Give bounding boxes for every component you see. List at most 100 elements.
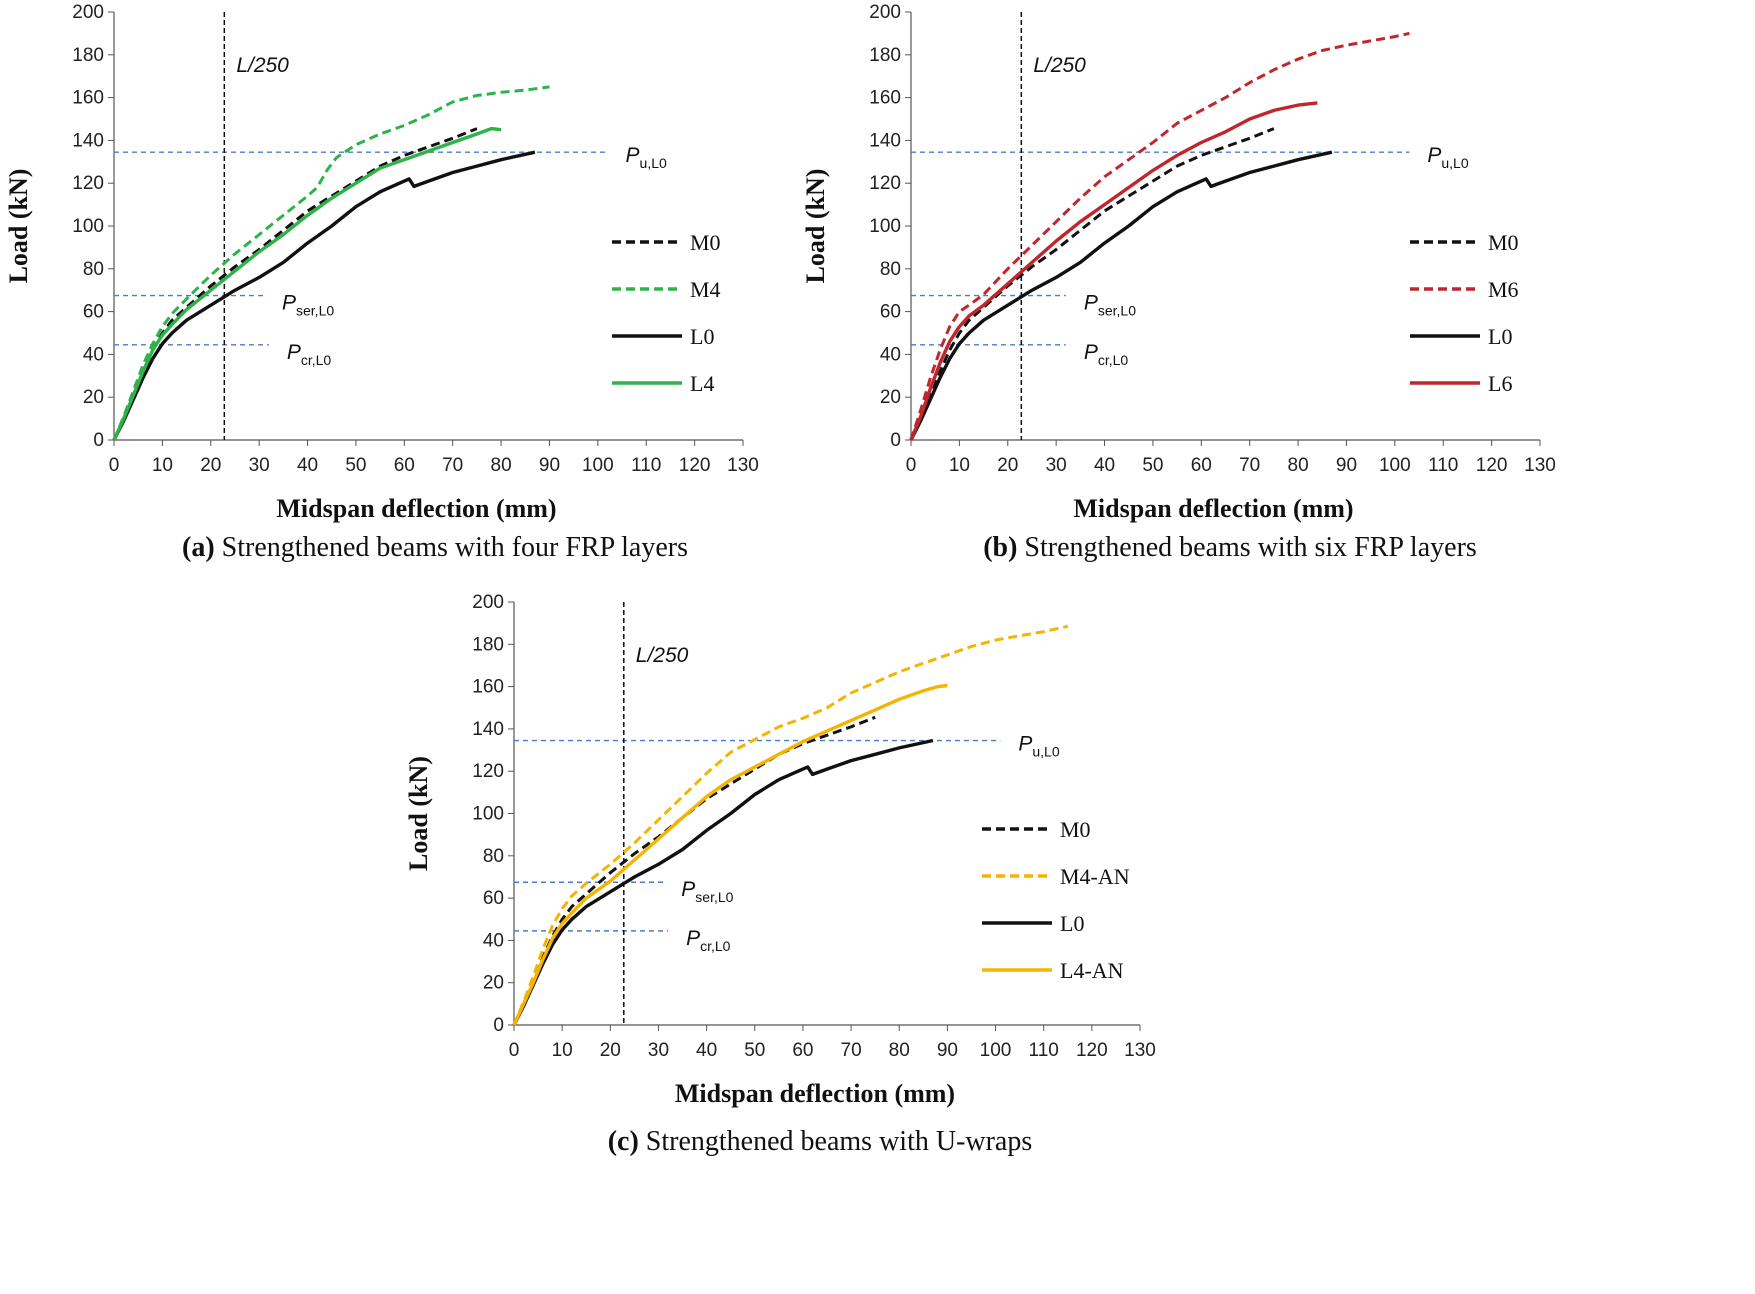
legend-label-b-m6: M6 [1488, 277, 1519, 302]
y-axis-title-a: Load (kN) [4, 169, 33, 284]
y-tick-label-c-2: 40 [483, 930, 504, 951]
x-tick-label-b-3: 30 [1046, 455, 1067, 476]
x-tick-label-c-5: 50 [744, 1040, 765, 1061]
caption-c: (c) Strengthened beams with U-wraps [560, 1126, 1080, 1158]
ref-label-b-1: Pser,L0 [1084, 292, 1136, 319]
legend-label-a-m4: M4 [690, 277, 721, 302]
y-tick-label-b-1: 20 [880, 387, 901, 408]
x-tick-label-b-10: 100 [1379, 455, 1411, 476]
y-tick-label-b-9: 180 [869, 45, 901, 66]
x-tick-label-c-9: 90 [937, 1040, 958, 1061]
limit-label-b: L/250 [1033, 54, 1086, 77]
x-tick-label-c-12: 120 [1076, 1040, 1108, 1061]
x-tick-label-a-5: 50 [345, 455, 366, 476]
y-tick-label-b-2: 40 [880, 344, 901, 365]
x-tick-label-b-7: 70 [1239, 455, 1260, 476]
x-tick-label-c-7: 70 [841, 1040, 862, 1061]
x-tick-label-b-4: 40 [1094, 455, 1115, 476]
y-tick-label-a-8: 160 [72, 88, 104, 109]
y-tick-label-b-5: 100 [869, 216, 901, 237]
x-tick-label-a-6: 60 [394, 455, 415, 476]
caption-a-label: (a) [182, 532, 215, 563]
x-tick-label-a-12: 120 [679, 455, 711, 476]
x-tick-label-c-1: 10 [552, 1040, 573, 1061]
x-tick-label-c-8: 80 [889, 1040, 910, 1061]
series-line-a-l0 [112, 150, 536, 441]
y-tick-label-b-4: 80 [880, 259, 901, 280]
x-tick-label-c-11: 110 [1029, 1040, 1059, 1061]
series-line-b-m6 [909, 31, 1410, 441]
y-tick-label-c-10: 200 [472, 592, 504, 613]
x-tick-label-a-0: 0 [109, 455, 120, 476]
y-tick-label-b-0: 0 [890, 430, 901, 451]
ref-label-a-2: Pcr,L0 [287, 341, 332, 368]
x-tick-label-b-0: 0 [906, 455, 917, 476]
y-tick-label-c-4: 80 [483, 846, 504, 867]
series-line-b-l6 [909, 101, 1318, 441]
x-tick-label-c-4: 40 [696, 1040, 717, 1061]
x-tick-label-b-6: 60 [1191, 455, 1212, 476]
caption-b-text: Strengthened beams with six FRP layers [1017, 532, 1477, 563]
y-tick-label-c-7: 140 [472, 719, 504, 740]
caption-c-label: (c) [607, 1126, 639, 1157]
x-tick-label-a-8: 80 [491, 455, 512, 476]
y-tick-label-b-3: 60 [880, 302, 901, 323]
x-tick-label-b-11: 110 [1428, 455, 1458, 476]
x-tick-label-b-13: 130 [1524, 455, 1556, 476]
x-tick-label-b-2: 20 [997, 455, 1018, 476]
limit-label-c: L/250 [636, 644, 689, 667]
y-tick-label-a-0: 0 [93, 430, 104, 451]
legend-label-a-l4: L4 [690, 371, 714, 396]
ref-label-c-1: Pser,L0 [681, 878, 733, 905]
ref-label-b-2: Pcr,L0 [1084, 341, 1129, 368]
caption-c-text: Strengthened beams with U-wraps [638, 1126, 1033, 1157]
series-line-c-l0 [512, 738, 934, 1026]
legend-label-a-l0: L0 [690, 324, 714, 349]
ref-label-a-0: Pu,L0 [626, 144, 667, 171]
x-tick-label-b-9: 90 [1336, 455, 1357, 476]
legend-label-a-m0: M0 [690, 230, 721, 255]
ref-label-c-2: Pcr,L0 [686, 927, 731, 954]
x-axis-title-b: Midspan deflection (mm) [1073, 494, 1353, 523]
chart-panel-a: 0 20 40 60 80 100 120 140 160 180 200 0 10 20 30 40 50 60… [0, 0, 880, 580]
series-line-c-m4-an [512, 624, 1069, 1026]
x-tick-label-a-10: 100 [582, 455, 614, 476]
x-tick-label-b-12: 120 [1476, 455, 1508, 476]
y-axis-title-b: Load (kN) [801, 169, 830, 284]
series-line-c-l4-an [512, 683, 948, 1026]
chart-b-svg: 0 20 40 60 80 100 120 140 160 180 200 0 10 20 30 40 50 60… [801, 2, 1556, 523]
y-tick-label-c-5: 100 [472, 804, 504, 825]
y-axis-title-c: Load (kN) [404, 756, 433, 871]
x-tick-label-c-3: 30 [648, 1040, 669, 1061]
x-tick-label-a-9: 90 [539, 455, 560, 476]
ref-label-c-0: Pu,L0 [1018, 733, 1059, 760]
y-tick-label-a-4: 80 [83, 259, 104, 280]
y-tick-label-b-8: 160 [869, 88, 901, 109]
y-tick-label-b-6: 120 [869, 173, 901, 194]
x-tick-label-a-7: 70 [442, 455, 463, 476]
y-tick-label-a-5: 100 [72, 216, 104, 237]
y-tick-label-c-8: 160 [472, 677, 504, 698]
x-tick-label-a-4: 40 [297, 455, 318, 476]
x-tick-label-c-6: 60 [792, 1040, 813, 1061]
y-tick-label-a-1: 20 [83, 387, 104, 408]
series-line-b-m0 [909, 127, 1275, 441]
legend-label-b-l0: L0 [1488, 324, 1512, 349]
y-tick-label-a-6: 120 [72, 173, 104, 194]
series-line-b-l0 [909, 150, 1333, 441]
legend-label-b-l6: L6 [1488, 371, 1512, 396]
x-tick-label-a-2: 20 [200, 455, 221, 476]
caption-b-label: (b) [983, 532, 1018, 563]
y-tick-label-c-6: 120 [472, 761, 504, 782]
ref-label-a-1: Pser,L0 [282, 292, 334, 319]
y-tick-label-a-3: 60 [83, 302, 104, 323]
y-tick-label-b-7: 140 [869, 130, 901, 151]
legend-label-c-l4-an: L4-AN [1060, 958, 1124, 983]
caption-a-text: Strengthened beams with four FRP layers [214, 532, 688, 563]
x-tick-label-a-3: 30 [249, 455, 270, 476]
ref-label-b-0: Pu,L0 [1427, 144, 1468, 171]
x-tick-label-b-8: 80 [1288, 455, 1309, 476]
legend-label-b-m0: M0 [1488, 230, 1519, 255]
